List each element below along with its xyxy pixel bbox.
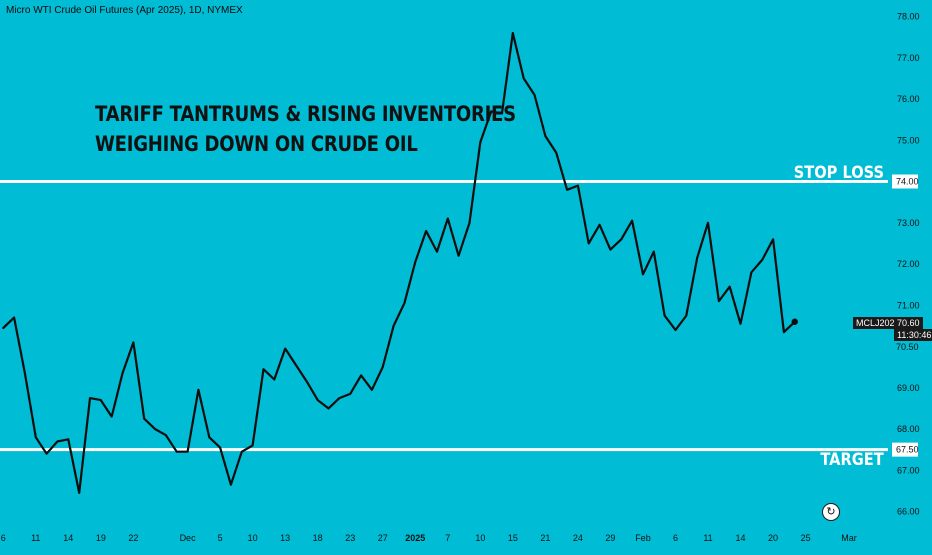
stop-loss-axis-value: 74.00 xyxy=(896,177,919,187)
headline-line-1: TARIFF TANTRUMS & RISING INVENTORIES xyxy=(95,102,516,126)
y-tick-label: 69.00 xyxy=(897,383,920,393)
target-axis-badge xyxy=(892,442,918,457)
headline: TARIFF TANTRUMS & RISING INVENTORIES WEI… xyxy=(95,99,516,159)
x-tick-label: 27 xyxy=(378,533,388,543)
x-tick-label: 11 xyxy=(31,533,40,543)
stop-loss-axis-badge xyxy=(892,174,918,189)
x-tick-label: 5 xyxy=(218,533,223,543)
headline-line-2: WEIGHING DOWN ON CRUDE OIL xyxy=(95,132,418,156)
x-tick-label: 25 xyxy=(801,533,811,543)
last-price-badge: 70.60 xyxy=(894,317,923,329)
y-tick-label: 71.00 xyxy=(897,300,920,310)
x-tick-label: 14 xyxy=(63,533,73,543)
y-tick-label: 72.00 xyxy=(897,259,920,269)
x-tick-label: 13 xyxy=(280,533,290,543)
x-tick-label: 29 xyxy=(605,533,615,543)
x-tick-label: 19 xyxy=(96,533,106,543)
y-tick-label: 77.00 xyxy=(897,53,920,63)
y-tick-label: 78.00 xyxy=(897,12,920,22)
x-tick-label: 2025 xyxy=(405,533,425,543)
replay-icon[interactable]: ↻ xyxy=(822,503,840,521)
x-tick-label: 21 xyxy=(540,533,550,543)
y-tick-label: 66.00 xyxy=(897,507,920,517)
y-tick-label: 67.00 xyxy=(897,465,920,475)
y-tick-label: 73.00 xyxy=(897,218,920,228)
x-tick-label: 10 xyxy=(475,533,485,543)
axis-price-hint: 70.50 xyxy=(896,342,919,352)
x-tick-label: 23 xyxy=(345,533,355,543)
price-axis: 66.00 67.00 68.00 69.00 71.00 72.00 73.00 75.00… xyxy=(897,12,920,517)
symbol-badge: MCLJ2025 xyxy=(853,317,903,329)
x-tick-label: 24 xyxy=(573,533,583,543)
x-tick-label: 14 xyxy=(736,533,746,543)
stop-loss-label: STOP LOSS xyxy=(793,163,884,183)
x-tick-label: 6 xyxy=(1,533,6,543)
price-series-line xyxy=(2,31,796,494)
y-tick-label: 68.00 xyxy=(897,424,920,434)
y-tick-label: 75.00 xyxy=(897,135,920,145)
y-tick-label: 76.00 xyxy=(897,94,920,104)
bar-countdown-badge: 11:30:46 xyxy=(894,329,932,341)
target-axis-value: 67.50 xyxy=(896,445,919,455)
x-tick-label: 11 xyxy=(703,533,712,543)
x-tick-label: Dec xyxy=(180,533,197,543)
chart-title: Micro WTI Crude Oil Futures (Apr 2025), … xyxy=(6,5,243,16)
time-axis: 6 11 14 19 22 Dec 5 10 13 18 23 27 2025 7 10 15 21 24 29 Fe… xyxy=(1,533,857,543)
x-tick-label: 7 xyxy=(445,533,450,543)
x-tick-label: Mar xyxy=(841,533,857,543)
x-tick-label: 6 xyxy=(673,533,678,543)
last-price-marker xyxy=(791,318,798,325)
x-tick-label: 22 xyxy=(128,533,138,543)
x-tick-label: 20 xyxy=(768,533,778,543)
target-label: TARGET xyxy=(820,450,884,470)
x-tick-label: 15 xyxy=(508,533,518,543)
x-tick-label: 18 xyxy=(313,533,323,543)
x-tick-label: 10 xyxy=(248,533,258,543)
x-tick-label: Feb xyxy=(635,533,651,543)
